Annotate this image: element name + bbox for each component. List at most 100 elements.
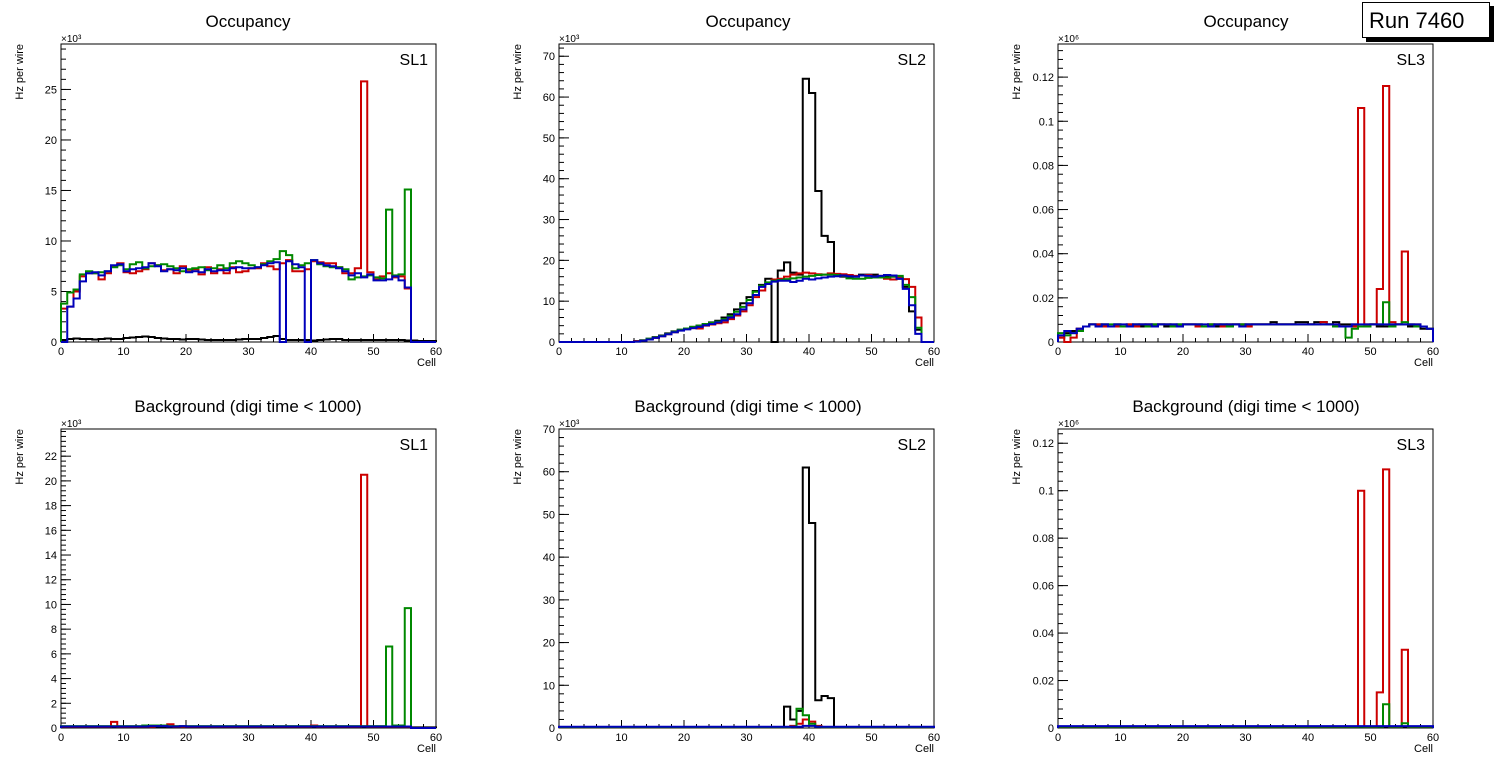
x-tick-label: 40 bbox=[305, 732, 317, 744]
x-tick-label: 10 bbox=[1114, 732, 1126, 744]
series-blue-line bbox=[559, 274, 934, 343]
plot-frame bbox=[60, 43, 437, 343]
y-tick-label: 40 bbox=[543, 174, 555, 186]
panel-title: Occupancy bbox=[705, 12, 791, 31]
x-tick-label: 20 bbox=[678, 732, 690, 744]
y-axis-label: Hz per wire bbox=[512, 44, 524, 100]
x-tick-label: 10 bbox=[117, 732, 129, 744]
y-axis-exponent: ×10³ bbox=[559, 419, 580, 430]
panel-title: Background (digi time < 1000) bbox=[134, 397, 361, 416]
y-tick-label: 60 bbox=[543, 467, 555, 479]
histogram-panel-2: Occupancy 0 10 20 30 40 50 60 0 10 20 30 40 50 60 70 ×10… bbox=[512, 12, 940, 369]
x-tick-label: 60 bbox=[928, 346, 940, 358]
plot-frame bbox=[60, 428, 437, 729]
x-tick-label: 30 bbox=[1239, 346, 1251, 358]
x-tick-label: 30 bbox=[1239, 732, 1251, 744]
x-tick-label: 40 bbox=[803, 346, 815, 358]
y-tick-label: 0.12 bbox=[1033, 438, 1054, 450]
y-tick-label: 0.1 bbox=[1039, 486, 1054, 498]
x-tick-label: 60 bbox=[1427, 732, 1439, 744]
y-tick-label: 20 bbox=[45, 476, 57, 488]
x-axis-label: Cell bbox=[915, 357, 934, 369]
x-tick-label: 50 bbox=[1364, 346, 1376, 358]
y-tick-label: 0.06 bbox=[1033, 581, 1054, 593]
y-tick-label: 0.06 bbox=[1033, 205, 1054, 217]
x-tick-label: 0 bbox=[58, 346, 64, 358]
x-tick-label: 40 bbox=[305, 346, 317, 358]
series-red-line bbox=[1057, 84, 1434, 343]
panel-title: Background (digi time < 1000) bbox=[634, 397, 861, 416]
histogram-panel-1: Occupancy 0 10 20 30 40 50 60 0 5 10 15 20 25 ×10³ Hz p… bbox=[14, 12, 442, 369]
x-tick-label: 30 bbox=[740, 346, 752, 358]
series-blue-line bbox=[61, 259, 436, 343]
series-black-line bbox=[558, 466, 935, 729]
x-tick-label: 40 bbox=[1302, 346, 1314, 358]
series-black-line bbox=[60, 334, 437, 342]
x-tick-label: 60 bbox=[1427, 346, 1439, 358]
y-axis-exponent: ×10³ bbox=[61, 34, 82, 45]
histogram-panel-5: Background (digi time < 1000) 0 10 20 30 40 50… bbox=[512, 397, 940, 755]
x-tick-label: 10 bbox=[1114, 346, 1126, 358]
superlayer-label: SL3 bbox=[1397, 52, 1426, 69]
y-tick-label: 16 bbox=[45, 525, 57, 537]
y-axis-exponent: ×10⁶ bbox=[1058, 419, 1079, 430]
y-tick-label: 20 bbox=[45, 135, 57, 147]
series-green-line bbox=[60, 607, 436, 729]
y-axis-label: Hz per wire bbox=[14, 429, 26, 485]
y-axis-label: Hz per wire bbox=[1011, 429, 1023, 485]
x-tick-label: 50 bbox=[367, 732, 379, 744]
y-tick-label: 25 bbox=[45, 84, 57, 96]
y-tick-label: 18 bbox=[45, 501, 57, 513]
y-tick-label: 5 bbox=[51, 286, 57, 298]
x-tick-label: 20 bbox=[1177, 732, 1189, 744]
series-blue-line bbox=[558, 724, 935, 728]
series-blue-line bbox=[1057, 725, 1434, 728]
x-tick-label: 30 bbox=[740, 732, 752, 744]
histogram-panel-4: Background (digi time < 1000) 0 10 20 30 40 50… bbox=[14, 397, 442, 755]
y-axis-exponent: ×10⁶ bbox=[1058, 34, 1079, 45]
series-red-line bbox=[60, 80, 436, 343]
y-tick-label: 0.1 bbox=[1039, 116, 1054, 128]
x-tick-label: 50 bbox=[1364, 732, 1376, 744]
series-green-line bbox=[60, 188, 436, 343]
series-blue-line bbox=[60, 725, 436, 729]
x-tick-label: 20 bbox=[678, 346, 690, 358]
y-tick-label: 0 bbox=[51, 723, 57, 735]
y-tick-label: 30 bbox=[543, 595, 555, 607]
x-tick-label: 30 bbox=[242, 346, 254, 358]
series-red-line bbox=[60, 473, 436, 729]
x-tick-label: 60 bbox=[430, 732, 442, 744]
x-tick-label: 10 bbox=[615, 732, 627, 744]
panel-title: Occupancy bbox=[205, 12, 291, 31]
x-tick-label: 40 bbox=[803, 732, 815, 744]
x-tick-label: 10 bbox=[615, 346, 627, 358]
y-axis-exponent: ×10³ bbox=[559, 34, 580, 45]
y-tick-label: 50 bbox=[543, 133, 555, 145]
y-tick-label: 50 bbox=[543, 509, 555, 521]
superlayer-label: SL2 bbox=[898, 52, 927, 69]
x-axis-label: Cell bbox=[1414, 357, 1433, 369]
y-tick-label: 30 bbox=[543, 215, 555, 227]
y-axis-label: Hz per wire bbox=[512, 429, 524, 485]
superlayer-label: SL1 bbox=[400, 437, 429, 454]
x-tick-label: 0 bbox=[1055, 732, 1061, 744]
y-tick-label: 0.04 bbox=[1033, 249, 1054, 261]
x-axis-label: Cell bbox=[915, 743, 934, 755]
y-tick-label: 0.12 bbox=[1033, 72, 1054, 84]
x-axis-label: Cell bbox=[417, 743, 436, 755]
x-tick-label: 30 bbox=[242, 732, 254, 744]
x-tick-label: 10 bbox=[117, 346, 129, 358]
y-tick-label: 0 bbox=[1048, 723, 1054, 735]
y-tick-label: 0.02 bbox=[1033, 293, 1054, 305]
y-tick-label: 0 bbox=[51, 337, 57, 349]
x-tick-label: 20 bbox=[180, 732, 192, 744]
x-axis-label: Cell bbox=[1414, 743, 1433, 755]
y-tick-label: 14 bbox=[45, 550, 57, 562]
y-tick-label: 0 bbox=[549, 723, 555, 735]
y-axis-label: Hz per wire bbox=[14, 44, 26, 100]
x-tick-label: 50 bbox=[865, 732, 877, 744]
histogram-panel-3: Occupancy 0 10 20 30 40 50 60 0 0.02 0.04 0.06 0.08 0… bbox=[1011, 12, 1439, 369]
y-tick-label: 10 bbox=[45, 599, 57, 611]
y-tick-label: 8 bbox=[51, 624, 57, 636]
x-tick-label: 0 bbox=[58, 732, 64, 744]
